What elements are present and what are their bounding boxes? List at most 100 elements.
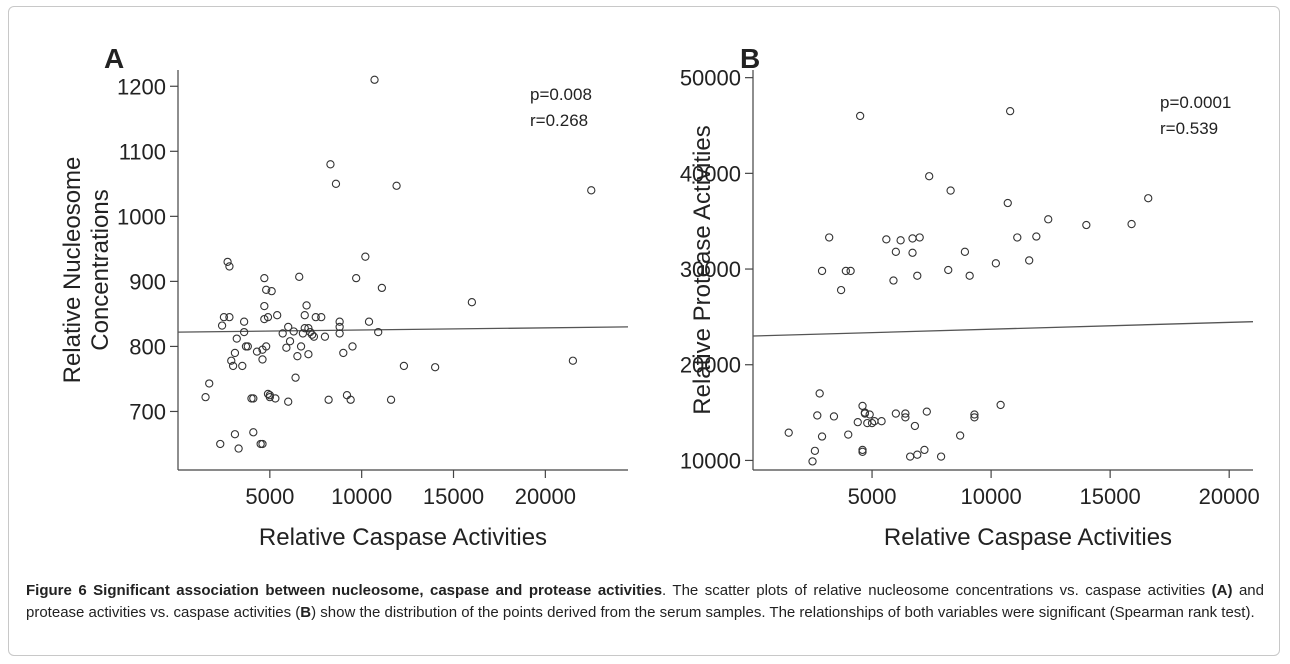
data-point bbox=[227, 356, 236, 365]
data-point bbox=[252, 347, 262, 356]
data-point bbox=[1127, 219, 1136, 229]
data-point bbox=[243, 342, 252, 351]
data-point bbox=[291, 373, 300, 382]
data-point bbox=[891, 247, 901, 256]
data-point bbox=[230, 348, 240, 358]
data-point bbox=[258, 355, 267, 364]
x-axis-label: Relative Caspase Activities bbox=[259, 524, 547, 551]
data-point bbox=[908, 234, 917, 243]
data-point bbox=[891, 409, 901, 418]
data-point bbox=[335, 322, 344, 332]
data-point bbox=[326, 160, 335, 169]
data-point bbox=[335, 317, 344, 326]
data-point bbox=[1003, 198, 1012, 208]
data-point bbox=[339, 348, 348, 358]
data-point bbox=[991, 259, 1001, 268]
data-point bbox=[889, 276, 898, 285]
data-point bbox=[955, 431, 965, 440]
data-point bbox=[936, 452, 946, 461]
data-point bbox=[219, 313, 229, 322]
data-point bbox=[262, 342, 271, 351]
data-point bbox=[913, 450, 922, 459]
x-tick-label: 5000 bbox=[848, 484, 897, 509]
data-point bbox=[260, 301, 269, 311]
data-point bbox=[965, 271, 974, 280]
data-point bbox=[810, 446, 820, 456]
data-point bbox=[348, 342, 357, 351]
data-point bbox=[374, 327, 383, 337]
data-point bbox=[342, 391, 352, 400]
data-point bbox=[289, 327, 298, 336]
data-point bbox=[300, 311, 309, 320]
data-point bbox=[282, 343, 291, 352]
data-point bbox=[296, 342, 306, 351]
data-point bbox=[278, 329, 287, 338]
data-point bbox=[1032, 232, 1041, 241]
regression-line bbox=[177, 326, 629, 333]
data-point bbox=[867, 418, 877, 428]
stat-annotation: r=0.539 bbox=[1160, 119, 1218, 138]
data-point bbox=[858, 447, 867, 456]
x-axis-label: Relative Caspase Activities bbox=[884, 524, 1172, 551]
regression-line bbox=[752, 321, 1254, 337]
data-point bbox=[377, 283, 387, 293]
caption-ref-a: (A) bbox=[1211, 582, 1233, 599]
y-tick-label: 40000 bbox=[680, 161, 741, 186]
data-point bbox=[829, 412, 839, 421]
data-point bbox=[825, 233, 834, 242]
y-axis-label: Relative Protease Activities bbox=[689, 125, 716, 414]
data-point bbox=[267, 286, 276, 296]
data-point bbox=[1013, 233, 1022, 242]
data-point bbox=[813, 411, 822, 420]
data-point bbox=[263, 313, 273, 322]
data-point bbox=[225, 262, 234, 271]
scatter-plot-a: A 700 800 900 1000 1100 1200 5000 10000 15000 2000… bbox=[59, 43, 629, 551]
x-tick-label: 15000 bbox=[423, 484, 484, 509]
stat-annotation: p=0.0001 bbox=[1160, 93, 1231, 112]
data-point bbox=[205, 379, 214, 388]
data-point bbox=[386, 395, 396, 404]
y-axis-label: Relative Nucleosome bbox=[59, 157, 86, 384]
data-point bbox=[216, 439, 225, 449]
data-point bbox=[901, 413, 910, 422]
data-point bbox=[467, 298, 477, 307]
data-point bbox=[335, 329, 344, 338]
panel-letter-b: B bbox=[740, 43, 760, 74]
data-point bbox=[905, 452, 915, 461]
data-point bbox=[846, 266, 855, 276]
data-point bbox=[1025, 256, 1034, 265]
y-tick-label: 1000 bbox=[117, 204, 166, 229]
y-tick-label: 800 bbox=[129, 334, 166, 359]
data-point bbox=[944, 265, 953, 275]
data-point bbox=[284, 322, 293, 332]
data-point bbox=[238, 361, 247, 371]
data-point bbox=[230, 430, 240, 439]
data-point bbox=[239, 317, 249, 326]
data-point bbox=[309, 332, 319, 341]
data-point bbox=[925, 172, 934, 181]
y-tick-label: 30000 bbox=[680, 257, 741, 282]
data-point bbox=[284, 397, 293, 406]
data-point bbox=[920, 445, 929, 455]
data-point bbox=[352, 273, 361, 283]
data-point bbox=[865, 410, 874, 419]
figure-frame bbox=[8, 6, 1280, 656]
data-point bbox=[970, 413, 979, 422]
data-point bbox=[915, 233, 924, 242]
data-point bbox=[430, 363, 440, 372]
data-point bbox=[896, 236, 905, 245]
data-point bbox=[239, 327, 249, 337]
data-point bbox=[808, 457, 817, 466]
data-point bbox=[1144, 194, 1153, 203]
y-axis-label: Concentrations bbox=[87, 189, 114, 350]
figure-caption: Figure 6 Significant association between… bbox=[26, 580, 1264, 624]
data-point bbox=[304, 324, 313, 333]
data-point bbox=[970, 410, 979, 419]
data-point bbox=[324, 395, 333, 404]
data-point bbox=[201, 393, 210, 402]
x-tick-label: 10000 bbox=[961, 484, 1022, 509]
data-point bbox=[922, 407, 931, 416]
data-point bbox=[836, 285, 846, 295]
panel-letter-a: A bbox=[104, 43, 124, 74]
data-point bbox=[225, 313, 234, 322]
